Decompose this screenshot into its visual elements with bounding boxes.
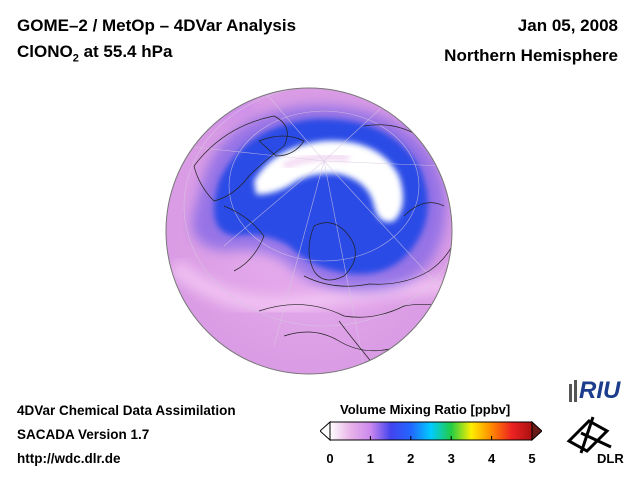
map-title: GOME–2 / MetOp – 4DVar Analysis bbox=[17, 16, 297, 35]
riu-logo-bar bbox=[569, 384, 572, 402]
light-band-south bbox=[168, 259, 452, 314]
colorbar-bar bbox=[329, 421, 533, 441]
colorbar bbox=[320, 420, 542, 442]
riu-logo: RIU bbox=[569, 377, 621, 404]
species-suffix: at 55.4 hPa bbox=[78, 42, 173, 61]
colorbar-tick-label: 2 bbox=[407, 451, 415, 466]
colorbar-tick-label: 0 bbox=[326, 451, 334, 466]
footer-line-2: SACADA Version 1.7 bbox=[17, 427, 150, 442]
colorbar-tick-label: 3 bbox=[447, 451, 455, 466]
date-label: Jan 05, 2008 bbox=[517, 16, 618, 35]
footer-url: http://wdc.dlr.de bbox=[17, 451, 121, 466]
dlr-logo: DLR bbox=[566, 416, 624, 466]
region-label: Northern Hemisphere bbox=[444, 46, 618, 65]
dlr-logo-mark bbox=[566, 416, 612, 454]
colorbar-under-arrow bbox=[320, 420, 331, 442]
riu-logo-text: RIU bbox=[579, 377, 621, 404]
footer-line-1: 4DVar Chemical Data Assimilation bbox=[17, 403, 236, 418]
species-prefix: ClONO bbox=[17, 42, 73, 61]
colorbar-tick-label: 4 bbox=[487, 451, 496, 466]
colorbar-over-arrow bbox=[531, 420, 542, 442]
globe-map bbox=[165, 87, 453, 375]
colorbar-tick-marks bbox=[329, 436, 533, 440]
riu-logo-bar bbox=[574, 380, 577, 402]
globe-outline bbox=[165, 87, 453, 375]
graticule bbox=[183, 88, 452, 367]
colorbar-tick-label: 5 bbox=[528, 451, 536, 466]
collar-highlight bbox=[282, 154, 350, 169]
colorbar-tick-label: 1 bbox=[366, 451, 374, 466]
species-label: ClONO2 at 55.4 hPa bbox=[17, 42, 172, 64]
colorbar-title: Volume Mixing Ratio [ppbv] bbox=[340, 402, 511, 417]
species-subscript: 2 bbox=[72, 52, 79, 65]
dlr-logo-text: DLR bbox=[597, 451, 624, 466]
